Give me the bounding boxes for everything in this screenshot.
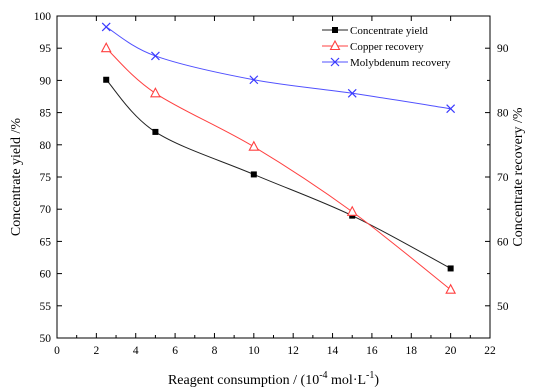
data-point-molybdenum-recovery <box>446 104 456 114</box>
data-point-molybdenum-recovery <box>101 22 111 32</box>
y-left-tick-label: 60 <box>40 269 52 281</box>
marker-stroke <box>249 75 259 85</box>
data-point-concentrate-yield <box>447 265 454 272</box>
series-layer <box>100 22 457 294</box>
marker-stroke <box>446 104 456 114</box>
y-left-tick-label: 65 <box>40 236 52 248</box>
marker-stroke <box>101 22 111 32</box>
x-tick-label: 12 <box>287 345 299 357</box>
x-tick-label: 14 <box>327 345 339 357</box>
y-left-tick-label: 70 <box>40 204 52 216</box>
data-point-copper-recovery <box>445 283 457 294</box>
data-point-molybdenum-recovery <box>347 88 357 98</box>
x-tick-label: 0 <box>54 345 60 357</box>
series-line-concentrate-yield <box>105 79 451 269</box>
y-right-tick-label: 90 <box>497 43 509 55</box>
data-point-concentrate-yield <box>152 128 159 135</box>
y-left-tick-label: 75 <box>40 172 52 184</box>
y-left-tick-label: 50 <box>40 333 52 345</box>
marker-stroke <box>347 88 357 98</box>
marker-stroke <box>330 57 340 67</box>
x-tick-label: 4 <box>133 345 139 357</box>
legend-item-molybdenum-recovery: Molybdenum recovery <box>322 57 451 69</box>
x-axis-title: Reagent consumption / (10-4 mol·L-1) <box>168 370 379 388</box>
y-left-tick-label: 95 <box>40 43 52 55</box>
y-left-tick-label: 90 <box>40 75 52 87</box>
x-tick-label: 10 <box>248 345 260 357</box>
legend-label: Copper recovery <box>350 41 424 53</box>
x-tick-label: 2 <box>93 345 99 357</box>
y-left-tick-label: 55 <box>40 301 52 313</box>
legend-item-copper-recovery: Copper recovery <box>322 39 424 53</box>
series-line-copper-recovery <box>105 47 451 291</box>
x-tick-label: 16 <box>366 345 378 357</box>
data-point-copper-recovery <box>149 87 161 98</box>
y-left-tick-label: 100 <box>34 11 52 23</box>
x-tick-label: 18 <box>406 345 418 357</box>
data-point-molybdenum-recovery <box>150 51 160 61</box>
legend-label: Concentrate yield <box>350 25 428 37</box>
y-axis-left-title: Concentrate yield /% <box>9 118 24 237</box>
y-left-tick-label: 85 <box>40 108 52 120</box>
data-point-copper-recovery <box>248 140 260 151</box>
x-tick-label: 6 <box>172 345 178 357</box>
y-right-tick-label: 70 <box>497 172 509 184</box>
y-right-tick-label: 80 <box>497 108 509 120</box>
data-point-concentrate-yield <box>250 171 257 178</box>
legend-marker <box>332 27 338 33</box>
y-right-tick-label: 50 <box>497 301 509 313</box>
legend-marker <box>329 39 341 51</box>
data-point-copper-recovery <box>100 42 112 53</box>
marker-stroke <box>150 51 160 61</box>
y-right-tick-label: 60 <box>497 236 509 248</box>
y-axis-right-title: Concentrate recovery /% <box>511 107 526 246</box>
data-point-copper-recovery <box>346 205 358 216</box>
data-point-molybdenum-recovery <box>249 75 259 85</box>
legend-label: Molybdenum recovery <box>350 57 451 69</box>
legend-item-concentrate-yield: Concentrate yield <box>322 25 428 37</box>
series-copper-recovery <box>100 42 457 294</box>
tick-labels: 0 2 4 6 8 10 12 14 16 18 20 22 50 55 60 65 70 75 80 85 90 95 1… <box>34 11 509 357</box>
series-molybdenum-recovery <box>101 22 456 114</box>
legend-marker <box>330 57 340 67</box>
series-concentrate-yield <box>103 76 454 272</box>
data-point-concentrate-yield <box>103 76 110 83</box>
x-tick-label: 22 <box>484 345 496 357</box>
legend: Concentrate yield Copper recovery Molybden… <box>322 25 451 69</box>
x-tick-label: 20 <box>445 345 457 357</box>
x-tick-label: 8 <box>212 345 218 357</box>
plot-frame <box>56 15 491 339</box>
y-left-tick-label: 80 <box>40 140 52 152</box>
